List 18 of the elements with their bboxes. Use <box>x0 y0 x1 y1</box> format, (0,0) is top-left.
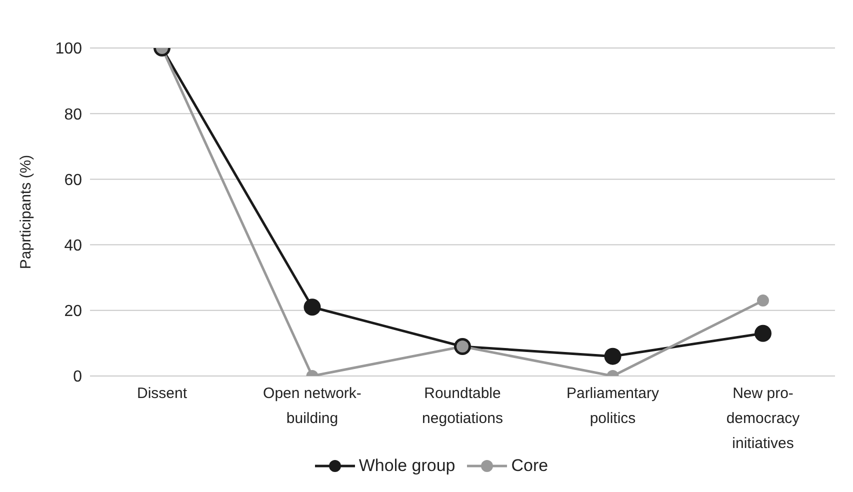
y-tick-label: 80 <box>64 106 82 124</box>
point <box>754 324 772 342</box>
legend-label: Core <box>510 456 548 476</box>
point <box>757 294 769 307</box>
point <box>604 348 622 365</box>
x-tick-label: New pro-democracy initiatives <box>726 385 800 452</box>
y-tick-label: 40 <box>64 237 82 254</box>
legend-label: Whole group <box>358 456 456 476</box>
y-axis-title: Paprticipants (%) <box>17 154 34 270</box>
point <box>304 298 321 316</box>
y-tick-label: 60 <box>64 172 82 189</box>
x-tick-label: Roundtable negotiations <box>422 385 503 427</box>
x-tick-label: Parliamentary politics <box>566 385 660 427</box>
y-tick-label: 0 <box>73 368 82 386</box>
x-tick-label: Open network-building <box>263 385 362 427</box>
x-tick-label: Dissent <box>136 385 188 402</box>
y-tick-label: 100 <box>55 40 82 58</box>
y-tick-label: 20 <box>64 303 82 320</box>
